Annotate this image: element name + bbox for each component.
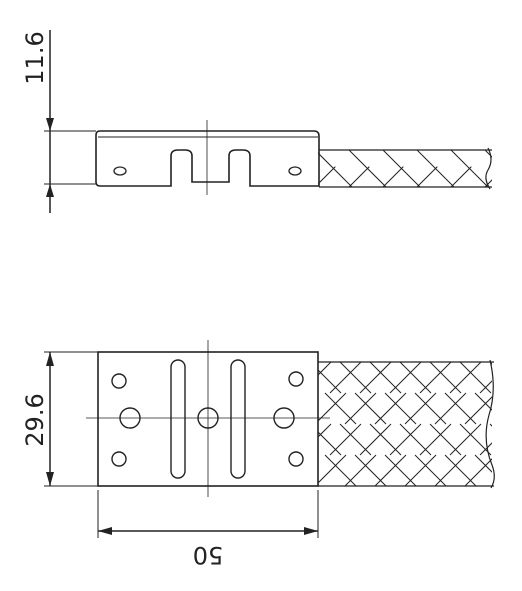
braided-cable-side xyxy=(318,147,492,190)
height-dimension: 11.6 xyxy=(21,30,96,213)
width-dimension: 29.6 xyxy=(21,351,98,487)
hole-bottom-left xyxy=(111,451,127,467)
slot-left xyxy=(170,359,186,479)
hole-top-right xyxy=(288,371,304,387)
rivet-right-side xyxy=(288,166,302,176)
length-dimension: 50 xyxy=(97,490,319,569)
slot-right xyxy=(230,359,246,479)
plan-view: 29.6 50 xyxy=(21,340,495,569)
rivet-left-side xyxy=(113,166,127,176)
width-dimension-label: 29.6 xyxy=(21,393,49,446)
hole-top-left xyxy=(111,373,127,389)
braided-cable-plan xyxy=(318,359,495,489)
length-dimension-label: 50 xyxy=(193,541,224,569)
side-view: 11.6 xyxy=(21,30,492,213)
height-dimension-label: 11.6 xyxy=(21,31,49,84)
connector-side-body xyxy=(95,130,320,187)
hole-bottom-right xyxy=(288,451,304,467)
